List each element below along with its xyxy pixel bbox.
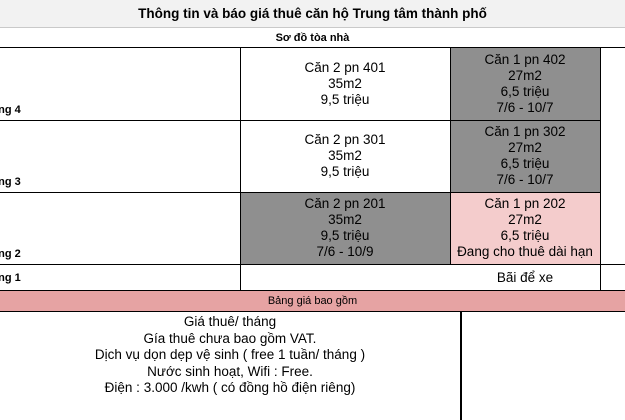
room-402-name: Căn 1 pn 402 — [484, 52, 566, 67]
price-item: Gía thuê chưa bao gồm VAT. — [143, 330, 317, 346]
price-item: Giá thuê/ tháng — [183, 314, 277, 329]
room-302[interactable]: Căn 1 pn 302 27m2 6,5 triệu 7/6 - 10/7 — [450, 120, 600, 192]
room-302-area: 27m2 — [508, 140, 542, 155]
room-401-price: 9,5 triệu — [320, 92, 370, 107]
room-202[interactable]: Căn 1 pn 202 27m2 6,5 triệu Đang cho thu… — [450, 192, 600, 264]
price-info-box[interactable]: Giá thuê/ tháng Gía thuê chưa bao gồm VA… — [0, 312, 462, 420]
room-202-area: 27m2 — [508, 212, 542, 227]
room-201-price: 9,5 triệu — [320, 228, 370, 243]
floor-label-3: ầng 3 — [0, 176, 21, 188]
room-202-price: 6,5 triệu — [500, 228, 550, 243]
room-302-price: 6,5 triệu — [500, 156, 550, 171]
room-301[interactable]: Căn 2 pn 301 35m2 9,5 triệu — [240, 120, 450, 192]
room-201[interactable]: Căn 2 pn 201 35m2 9,5 triệu 7/6 - 10/9 — [240, 192, 450, 264]
room-301-area: 35m2 — [328, 148, 362, 163]
room-401-area: 35m2 — [328, 76, 362, 91]
room-202-name: Căn 1 pn 202 — [484, 196, 566, 211]
grid-line — [240, 48, 241, 290]
parking-cell: Bãi để xe — [496, 269, 554, 285]
room-201-status: 7/6 - 10/9 — [316, 244, 374, 259]
room-201-area: 35m2 — [328, 212, 362, 227]
room-401-name: Căn 2 pn 401 — [304, 60, 386, 75]
room-301-name: Căn 2 pn 301 — [304, 132, 386, 147]
price-includes-heading: Bảng giá bao gồm — [0, 290, 625, 312]
floor-label-2: ầng 2 — [0, 248, 21, 260]
price-item: Điện : 3.000 /kwh ( có đồng hồ điện riên… — [104, 380, 356, 395]
price-item: Nước sinh hoạt, Wifi : Free. — [147, 363, 313, 379]
room-201-name: Căn 2 pn 201 — [304, 196, 386, 211]
grid-line — [600, 48, 601, 290]
grid-line — [0, 192, 600, 193]
room-402-price: 6,5 triệu — [500, 84, 550, 99]
room-302-name: Căn 1 pn 302 — [484, 124, 566, 139]
price-item: Dịch vụ dọn dẹp vệ sinh ( free 1 tuần/ t… — [94, 347, 366, 362]
floor-label-4: ầng 4 — [0, 104, 21, 116]
room-401[interactable]: Căn 2 pn 401 35m2 9,5 triệu — [240, 48, 450, 120]
grid-line — [450, 48, 451, 264]
room-402-status: 7/6 - 10/7 — [496, 100, 554, 115]
room-402[interactable]: Căn 1 pn 402 27m2 6,5 triệu 7/6 - 10/7 — [450, 48, 600, 120]
room-302-status: 7/6 - 10/7 — [496, 172, 554, 187]
grid-line — [0, 264, 625, 265]
floor-label-1: ầng 1 — [0, 272, 21, 284]
room-402-area: 27m2 — [508, 68, 542, 83]
grid-line — [0, 120, 600, 121]
sheet-title: Thông tin và báo giá thuê căn hộ Trung t… — [0, 0, 625, 28]
room-301-price: 9,5 triệu — [320, 164, 370, 179]
room-202-status: Đang cho thuê dài hạn — [457, 244, 593, 259]
building-diagram-heading: Sơ đồ tòa nhà — [0, 28, 625, 48]
